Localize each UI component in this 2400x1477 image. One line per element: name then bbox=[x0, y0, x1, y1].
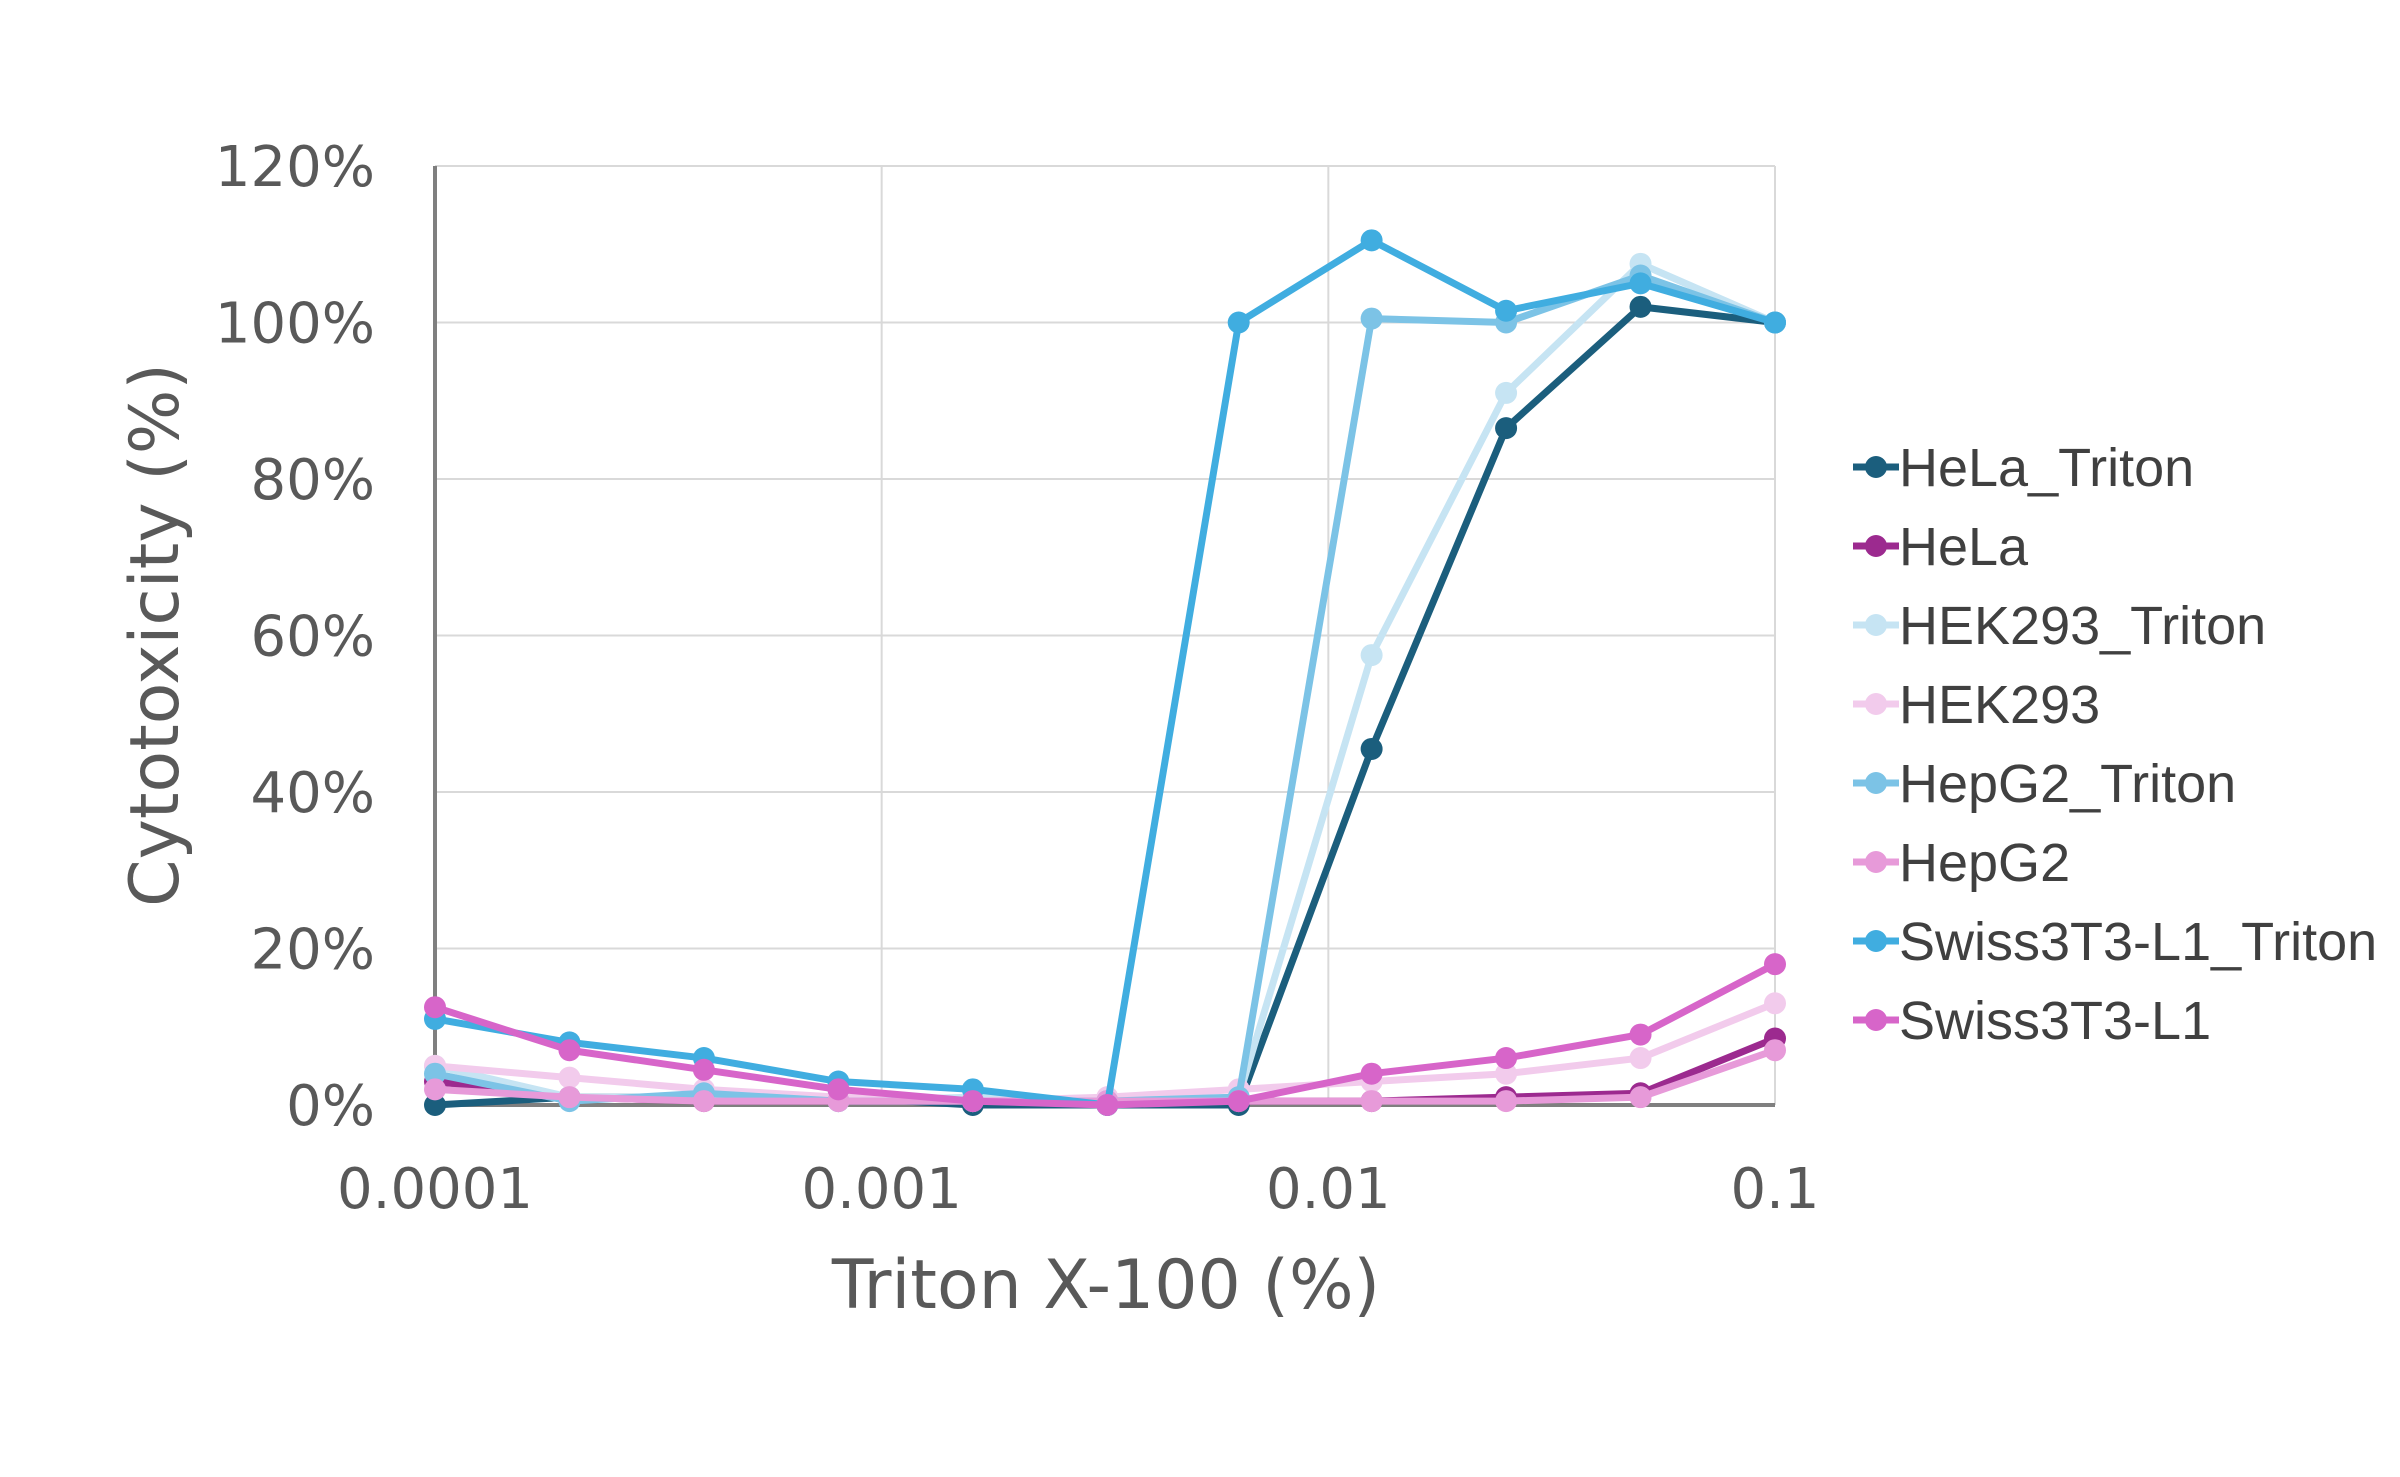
legend-swatch-marker bbox=[1865, 693, 1887, 715]
y-tick-label: 80% bbox=[251, 448, 375, 513]
x-tick-label: 0.0001 bbox=[337, 1157, 533, 1222]
data-point bbox=[1360, 1090, 1383, 1113]
legend-item: Swiss3T3-L1_Triton bbox=[1853, 912, 2377, 972]
data-point bbox=[1360, 737, 1383, 760]
series-line bbox=[431, 260, 1779, 1105]
legend-swatch-marker bbox=[1865, 614, 1887, 636]
tick-labels: 0% 20% 40% 60% 80% 100% 120% 0.0001 0.001 0.01 0.1 bbox=[215, 135, 1820, 1222]
data-point bbox=[424, 1062, 446, 1085]
y-tick-label: 120% bbox=[215, 135, 375, 200]
data-point bbox=[1629, 1023, 1652, 1046]
series-HEK293_Triton bbox=[424, 252, 1786, 1113]
y-tick-label: 20% bbox=[251, 918, 375, 983]
legend: HeLa_Triton HeLa HEK293_Triton HEK293 HepG2_… bbox=[1853, 438, 2377, 1051]
y-axis-title: Cytotoxicity (%) bbox=[116, 363, 195, 907]
grid-lines bbox=[435, 165, 1776, 1105]
y-tick-label: 60% bbox=[251, 605, 375, 670]
data-point bbox=[1360, 644, 1383, 667]
x-tick-label: 0.1 bbox=[1730, 1157, 1819, 1222]
data-point bbox=[1495, 299, 1518, 322]
data-point bbox=[1495, 381, 1518, 404]
legend-label: HepG2_Triton bbox=[1899, 754, 2236, 814]
legend-swatch-marker bbox=[1865, 772, 1887, 794]
legend-swatch-marker bbox=[1865, 930, 1887, 952]
legend-swatch-marker bbox=[1865, 456, 1887, 478]
series-HeLa_Triton bbox=[424, 295, 1786, 1116]
legend-item: HeLa_Triton bbox=[1853, 438, 2194, 498]
data-point bbox=[558, 1066, 581, 1089]
data-point bbox=[1495, 1062, 1518, 1085]
series-HepG2_Triton bbox=[424, 264, 1786, 1113]
data-point bbox=[1495, 1047, 1518, 1070]
data-point bbox=[1629, 295, 1652, 318]
data-point bbox=[1495, 1090, 1518, 1113]
legend-item: HeLa bbox=[1853, 517, 2029, 577]
legend-item: HepG2_Triton bbox=[1853, 754, 2236, 814]
data-point bbox=[1227, 1090, 1250, 1113]
data-series bbox=[424, 229, 1786, 1116]
legend-label: Swiss3T3-L1_Triton bbox=[1899, 912, 2377, 972]
data-point bbox=[1629, 1086, 1652, 1109]
x-tick-label: 0.01 bbox=[1266, 1157, 1391, 1222]
data-point bbox=[1764, 311, 1786, 334]
data-point bbox=[1764, 992, 1786, 1015]
series-line bbox=[431, 272, 1779, 1105]
legend-swatch-marker bbox=[1865, 851, 1887, 873]
legend-label: HEK293 bbox=[1899, 675, 2100, 735]
legend-label: HeLa bbox=[1899, 517, 2029, 577]
data-point bbox=[1360, 307, 1383, 330]
data-point bbox=[692, 1090, 715, 1113]
x-axis-title: Triton X-100 (%) bbox=[831, 1246, 1380, 1325]
y-tick-label: 100% bbox=[215, 292, 375, 357]
y-tick-label: 0% bbox=[286, 1074, 375, 1139]
series-Swiss3T3-L1 bbox=[424, 953, 1786, 1116]
legend-item: HEK293_Triton bbox=[1853, 596, 2266, 656]
data-point bbox=[1764, 953, 1786, 976]
data-point bbox=[424, 1094, 446, 1116]
legend-swatch-marker bbox=[1865, 535, 1887, 557]
data-point bbox=[1629, 1047, 1652, 1070]
data-point bbox=[424, 996, 446, 1019]
data-point bbox=[1360, 229, 1383, 252]
legend-label: HEK293_Triton bbox=[1899, 596, 2266, 656]
legend-item: HEK293 bbox=[1853, 675, 2100, 735]
data-point bbox=[1360, 1062, 1383, 1085]
data-point bbox=[961, 1090, 984, 1113]
legend-label: Swiss3T3-L1 bbox=[1899, 991, 2211, 1051]
legend-swatch-marker bbox=[1865, 1009, 1887, 1031]
data-point bbox=[558, 1086, 581, 1109]
data-point bbox=[1629, 272, 1652, 295]
data-point bbox=[1096, 1094, 1119, 1116]
series-line bbox=[431, 303, 1779, 1109]
data-point bbox=[827, 1078, 850, 1101]
y-tick-label: 40% bbox=[251, 761, 375, 826]
data-point bbox=[1764, 1039, 1786, 1062]
legend-label: HeLa_Triton bbox=[1899, 438, 2194, 498]
data-point bbox=[1227, 311, 1250, 334]
legend-item: Swiss3T3-L1 bbox=[1853, 991, 2211, 1051]
data-point bbox=[692, 1058, 715, 1081]
x-tick-label: 0.001 bbox=[802, 1157, 962, 1222]
legend-label: HepG2 bbox=[1899, 833, 2070, 893]
data-point bbox=[424, 1078, 446, 1101]
data-point bbox=[558, 1039, 581, 1062]
data-point bbox=[1495, 417, 1518, 440]
legend-item: HepG2 bbox=[1853, 833, 2070, 893]
